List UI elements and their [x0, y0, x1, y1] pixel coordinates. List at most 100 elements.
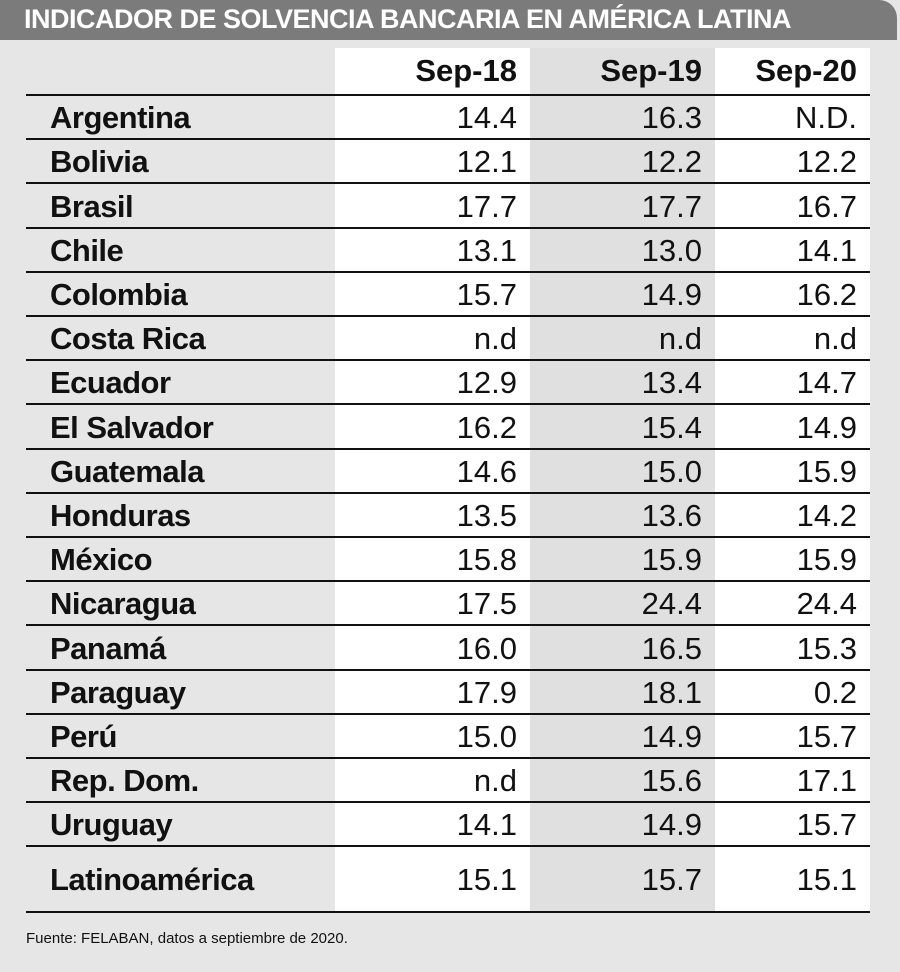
cell-value: 18.1: [641, 674, 702, 710]
row-rule: [26, 359, 870, 362]
cell-value: 15.3: [796, 630, 857, 666]
cell-value: n.d: [658, 321, 702, 357]
label-column: [26, 48, 335, 913]
cell-value: 24.4: [796, 586, 857, 622]
cell-value: 16.3: [641, 100, 702, 136]
row-label: Chile: [50, 232, 124, 268]
title: INDICADOR DE SOLVENCIA BANCARIA EN AMÉRI…: [24, 4, 792, 34]
row-rule: [26, 447, 870, 450]
column-header: Sep-20: [755, 53, 857, 88]
row-rule: [26, 226, 870, 229]
cell-value: 15.1: [796, 862, 857, 898]
row-label: Paraguay: [50, 674, 186, 710]
cell-value: 15.9: [796, 542, 857, 578]
cell-value: n.d: [473, 321, 517, 357]
cell-value: 16.2: [796, 276, 857, 312]
column-header: Sep-18: [415, 53, 517, 88]
cell-value: 15.1: [456, 862, 517, 898]
cell-value: 0.2: [813, 674, 857, 710]
row-rule: [26, 270, 870, 273]
cell-value: 15.4: [641, 409, 702, 445]
row-label: Argentina: [50, 100, 191, 136]
cell-value: 14.9: [641, 718, 702, 754]
cell-value: 17.5: [456, 586, 517, 622]
row-label: Panamá: [50, 630, 166, 666]
cell-value: 13.1: [456, 232, 517, 268]
row-label: Perú: [50, 718, 117, 754]
row-rule: [26, 911, 870, 914]
row-rule: [26, 712, 870, 715]
cell-value: 15.7: [796, 718, 857, 754]
cell-value: 16.0: [456, 630, 517, 666]
cell-value: 17.7: [641, 188, 702, 224]
row-rule: [26, 403, 870, 406]
cell-value: 12.9: [456, 365, 517, 401]
cell-value: 12.2: [796, 144, 857, 180]
row-rule: [26, 580, 870, 583]
cell-value: 12.1: [456, 144, 517, 180]
row-label: Costa Rica: [50, 321, 206, 357]
row-rule: [26, 94, 870, 96]
row-label: Rep. Dom.: [50, 763, 199, 799]
cell-value: 14.7: [796, 365, 857, 401]
row-label: Latinoamérica: [50, 862, 254, 898]
row-label: Uruguay: [50, 807, 173, 843]
row-rule: [26, 138, 870, 141]
cell-value: 15.9: [796, 453, 857, 489]
row-label: Nicaragua: [50, 586, 196, 622]
row-label: Honduras: [50, 497, 191, 533]
cell-value: 15.7: [456, 276, 517, 312]
row-rule: [26, 536, 870, 538]
cell-value: 13.4: [641, 365, 702, 401]
cell-value: 17.7: [456, 188, 517, 224]
cell-value: 14.9: [796, 409, 857, 445]
cell-value: 14.9: [641, 276, 702, 312]
column-background: [530, 48, 715, 913]
cell-value: 16.7: [796, 188, 857, 224]
cell-value: 15.7: [641, 862, 702, 898]
cell-value: 15.0: [456, 718, 517, 754]
row-label: México: [50, 542, 153, 578]
row-rule: [26, 801, 870, 804]
cell-value: 14.4: [456, 100, 517, 136]
row-label: El Salvador: [50, 409, 214, 445]
cell-value: 12.2: [641, 144, 702, 180]
row-label: Guatemala: [50, 453, 205, 489]
row-label: Bolivia: [50, 144, 149, 180]
row-rule: [26, 624, 870, 627]
cell-value: 14.6: [456, 453, 517, 489]
row-rule: [26, 668, 870, 671]
cell-value: n.d: [813, 321, 857, 357]
cell-value: 24.4: [641, 586, 702, 622]
footnote: Fuente: FELABAN, datos a septiembre de 2…: [26, 930, 348, 947]
cell-value: 13.0: [641, 232, 702, 268]
column-background: [715, 48, 870, 913]
cell-value: 15.0: [641, 453, 702, 489]
cell-value: 14.9: [641, 807, 702, 843]
cell-value: N.D.: [795, 100, 857, 136]
cell-value: 15.7: [796, 807, 857, 843]
cell-value: 15.8: [456, 542, 517, 578]
cell-value: 15.6: [641, 763, 702, 799]
column-background: [335, 48, 530, 913]
cell-value: 13.5: [456, 497, 517, 533]
cell-value: 15.9: [641, 542, 702, 578]
row-label: Colombia: [50, 276, 188, 312]
cell-value: 14.2: [796, 497, 857, 533]
cell-value: 17.9: [456, 674, 517, 710]
row-rule: [26, 182, 870, 185]
cell-value: 14.1: [796, 232, 857, 268]
cell-value: 17.1: [796, 763, 857, 799]
column-header: Sep-19: [600, 53, 702, 88]
row-rule: [26, 491, 870, 494]
title-bar: INDICADOR DE SOLVENCIA BANCARIA EN AMÉRI…: [0, 0, 897, 40]
row-label: Ecuador: [50, 365, 171, 401]
row-rule: [26, 757, 870, 759]
row-label: Brasil: [50, 188, 134, 224]
cell-value: 16.2: [456, 409, 517, 445]
row-rule: [26, 315, 870, 317]
cell-value: 16.5: [641, 630, 702, 666]
cell-value: n.d: [473, 763, 517, 799]
cell-value: 13.6: [641, 497, 702, 533]
